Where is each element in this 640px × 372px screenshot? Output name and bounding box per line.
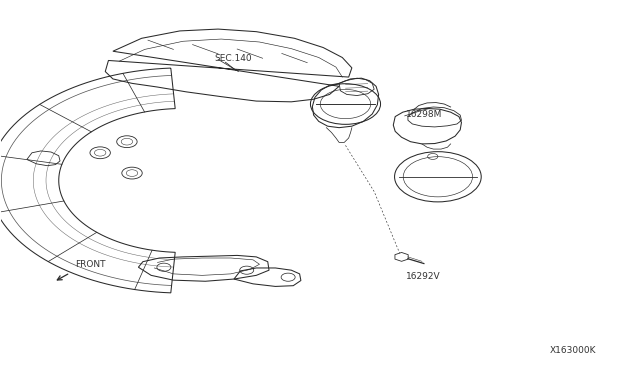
Text: SEC.140: SEC.140 <box>215 54 253 63</box>
Text: 16298M: 16298M <box>406 109 442 119</box>
Text: 16292V: 16292V <box>406 272 441 281</box>
Text: FRONT: FRONT <box>75 260 105 269</box>
Text: X163000K: X163000K <box>549 346 596 355</box>
